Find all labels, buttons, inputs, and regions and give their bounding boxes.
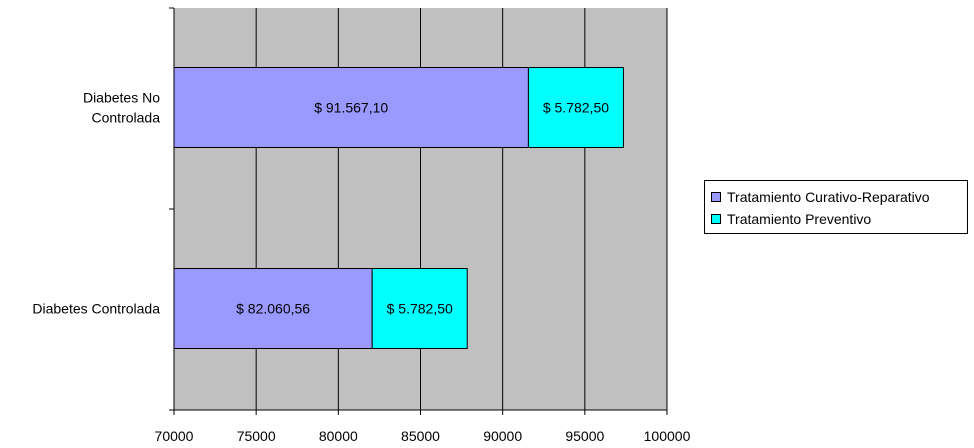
x-tick-label-80000: 80000 (319, 428, 358, 444)
legend-swatch-preventivo (711, 214, 721, 224)
x-tick-label-70000: 70000 (155, 428, 194, 444)
legend-swatch-curativo (711, 192, 721, 202)
legend-item-curativo: Tratamiento Curativo-Reparativo (711, 187, 930, 207)
bars (173, 67, 624, 349)
legend-item-preventivo: Tratamiento Preventivo (711, 209, 871, 229)
x-tick-label-85000: 85000 (401, 428, 440, 444)
x-tick-label-100000: 100000 (644, 428, 691, 444)
category-label: Diabetes No (83, 90, 160, 106)
category-label: Diabetes Controlada (32, 301, 160, 317)
category-label: Controlada (92, 110, 161, 126)
legend-label-preventivo: Tratamiento Preventivo (727, 211, 872, 227)
bar-value-label: $ 5.782,50 (387, 301, 453, 317)
bar-value-label: $ 91.567,10 (314, 100, 388, 116)
x-tick-label-75000: 75000 (237, 428, 276, 444)
bar-curativo-1 (173, 268, 373, 349)
bar-value-label: $ 5.782,50 (543, 100, 609, 116)
x-tick-label-90000: 90000 (483, 428, 522, 444)
labels: $ 91.567,10 $ 5.782,50 Diabetes No Controla… (32, 90, 690, 445)
legend-label-curativo: Tratamiento Curativo-Reparativo (727, 189, 930, 205)
bar-preventivo-0 (527, 67, 624, 148)
legend: Tratamiento Curativo-Reparativo Tratamie… (704, 180, 968, 234)
bar-preventivo-1 (371, 268, 468, 349)
x-tick-label-95000: 95000 (565, 428, 604, 444)
axes (169, 7, 668, 415)
bar-value-label: $ 82.060,56 (236, 301, 310, 317)
